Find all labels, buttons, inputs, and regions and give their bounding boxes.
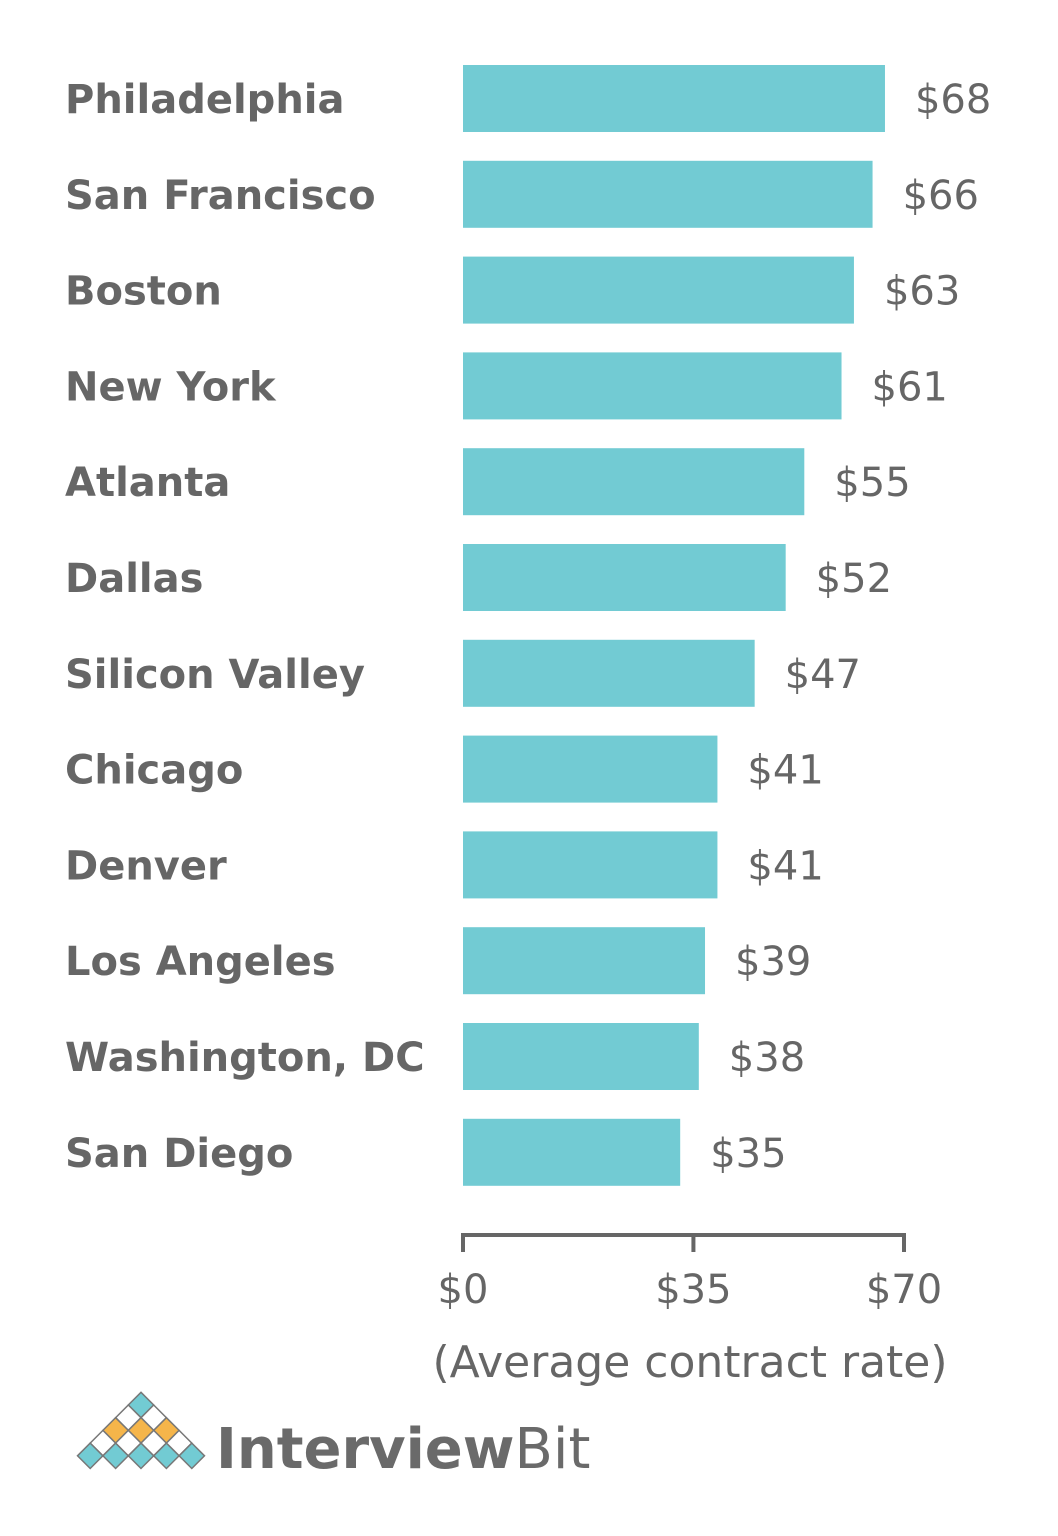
tick-label: $0: [438, 1267, 489, 1313]
value-label: $61: [872, 364, 948, 410]
value-label: $63: [884, 269, 960, 315]
bar: [463, 256, 854, 324]
bar: [463, 544, 786, 611]
brand-name: InterviewBit: [216, 1417, 590, 1482]
value-label: $68: [915, 77, 991, 123]
value-label: $52: [816, 556, 892, 602]
x-axis: $0 $35 $70: [438, 1233, 942, 1313]
value-label: $47: [785, 652, 861, 698]
category-label: Dallas: [65, 556, 203, 602]
interviewbit-logo: [76, 1391, 206, 1470]
bars-group: Philadelphia $68 San Francisco $66 Boston $63…: [65, 65, 991, 1186]
value-label: $35: [710, 1131, 786, 1177]
value-label: $38: [729, 1035, 805, 1081]
category-label: San Francisco: [65, 173, 376, 219]
category-label: Philadelphia: [65, 77, 345, 123]
bar: [463, 735, 718, 803]
value-label: $39: [735, 939, 811, 985]
bar: [463, 1118, 681, 1186]
value-label: $55: [834, 460, 910, 506]
bar: [463, 1023, 699, 1090]
tick-label: $35: [655, 1267, 731, 1313]
logo-diamond: [178, 1442, 206, 1470]
category-label: Denver: [65, 843, 227, 889]
brand-name-part1: Interview: [216, 1417, 514, 1482]
category-label: Atlanta: [65, 460, 230, 506]
bar: [463, 448, 805, 516]
bar: [463, 352, 842, 420]
category-label: Los Angeles: [65, 939, 336, 985]
value-label: $41: [747, 748, 823, 794]
category-label: Washington, DC: [65, 1035, 425, 1081]
brand-name-part2: Bit: [514, 1417, 590, 1482]
category-label: Boston: [65, 269, 222, 315]
category-label: Silicon Valley: [65, 652, 365, 698]
bar: [463, 160, 873, 228]
category-label: San Diego: [65, 1131, 293, 1177]
bar: [463, 831, 718, 899]
logo-diamond: [76, 1442, 104, 1470]
category-label: Chicago: [65, 748, 243, 794]
logo-diamond: [101, 1442, 130, 1470]
category-label: New York: [65, 364, 277, 410]
value-label: $41: [747, 843, 823, 889]
logo-diamond: [152, 1442, 181, 1470]
bar: [463, 927, 706, 995]
tick-label: $70: [866, 1267, 942, 1313]
logo-diamond: [127, 1442, 155, 1470]
bar: [463, 65, 885, 132]
value-label: $66: [903, 173, 979, 219]
x-axis-label: (Average contract rate): [432, 1337, 947, 1388]
bar: [463, 639, 755, 707]
